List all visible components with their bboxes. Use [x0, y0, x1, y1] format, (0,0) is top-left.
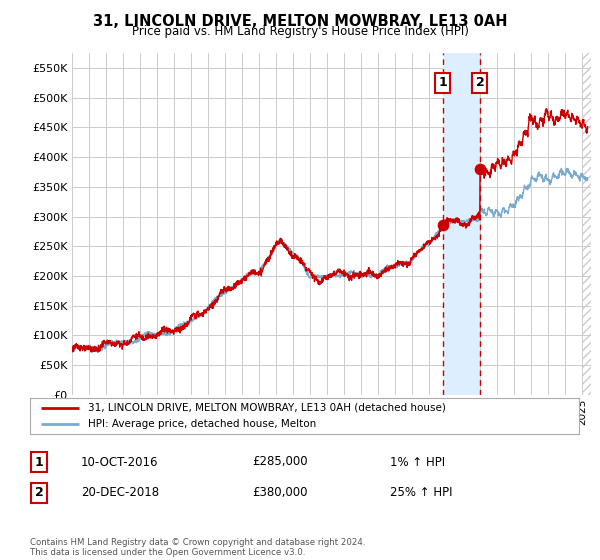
Point — [475, 165, 485, 174]
Text: 1: 1 — [438, 76, 447, 90]
Text: 20-DEC-2018: 20-DEC-2018 — [81, 486, 159, 500]
Text: 25% ↑ HPI: 25% ↑ HPI — [390, 486, 452, 500]
Text: 1: 1 — [35, 455, 43, 469]
Text: 2: 2 — [476, 76, 484, 90]
Text: 31, LINCOLN DRIVE, MELTON MOWBRAY, LE13 0AH (detached house): 31, LINCOLN DRIVE, MELTON MOWBRAY, LE13 … — [88, 403, 446, 413]
Text: Price paid vs. HM Land Registry's House Price Index (HPI): Price paid vs. HM Land Registry's House … — [131, 25, 469, 38]
Text: £380,000: £380,000 — [252, 486, 308, 500]
Text: HPI: Average price, detached house, Melton: HPI: Average price, detached house, Melt… — [88, 419, 316, 429]
Bar — [583, 53, 591, 395]
Point — [438, 221, 448, 230]
Text: 2: 2 — [35, 486, 43, 500]
Text: Contains HM Land Registry data © Crown copyright and database right 2024.
This d: Contains HM Land Registry data © Crown c… — [30, 538, 365, 557]
Text: £285,000: £285,000 — [252, 455, 308, 469]
Text: 31, LINCOLN DRIVE, MELTON MOWBRAY, LE13 0AH: 31, LINCOLN DRIVE, MELTON MOWBRAY, LE13 … — [93, 14, 507, 29]
Text: 10-OCT-2016: 10-OCT-2016 — [81, 455, 158, 469]
Bar — [443, 53, 480, 395]
Text: 1% ↑ HPI: 1% ↑ HPI — [390, 455, 445, 469]
